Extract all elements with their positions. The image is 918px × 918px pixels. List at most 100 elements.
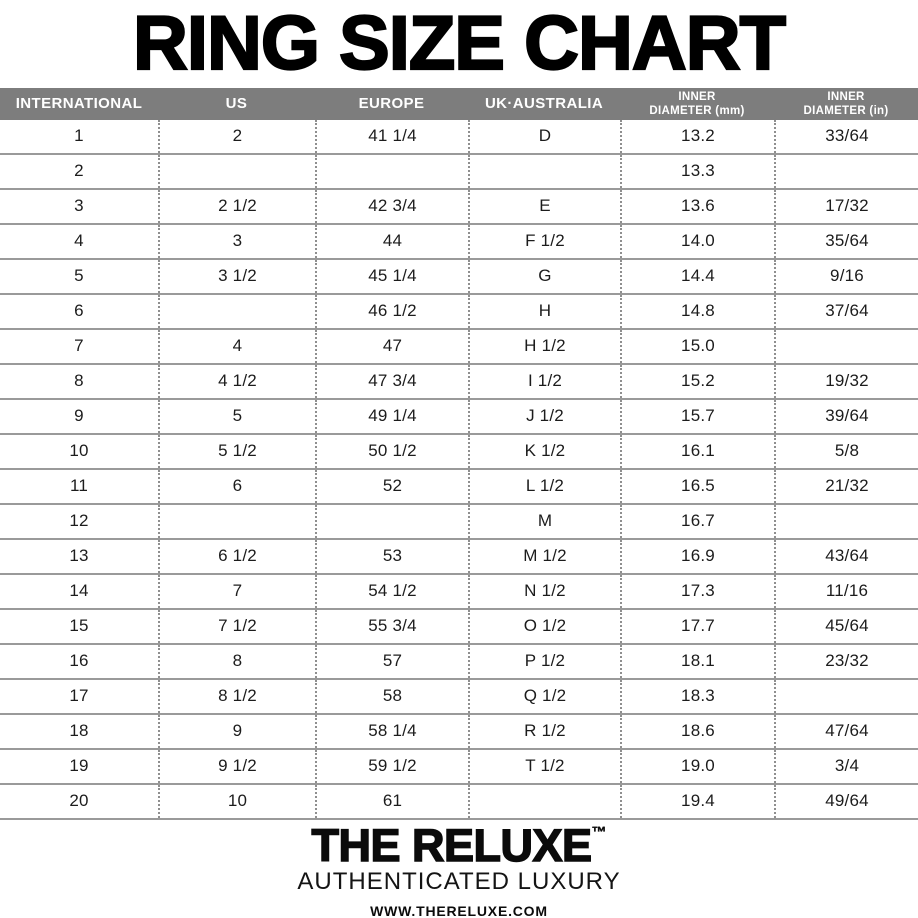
- cell-us: [158, 504, 315, 538]
- cell-inner-diameter-in: 17/32: [774, 189, 918, 223]
- cell-international: 4: [74, 231, 84, 251]
- table-row: 8 4 1/2 47 3/4 I 1/2 15.2 19/32: [0, 364, 918, 400]
- cell-uk-australia: I 1/2: [468, 364, 620, 398]
- cell-inner-diameter-mm: 16.7: [620, 504, 774, 538]
- cell-uk-australia: K 1/2: [468, 434, 620, 468]
- table-header-row: INTERNATIONAL US EUROPE UK·AUSTRALIA INN…: [0, 87, 918, 120]
- cell-europe: 55 3/4: [315, 609, 468, 643]
- cell-us: 9: [158, 714, 315, 748]
- table-row: 19 9 1/2 59 1/2 T 1/2 19.0 3/4: [0, 749, 918, 785]
- table-row: 10 5 1/2 50 1/2 K 1/2 16.1 5/8: [0, 434, 918, 470]
- cell-inner-diameter-in: 45/64: [774, 609, 918, 643]
- cell-uk-australia: [468, 784, 620, 818]
- cell-inner-diameter-in: 47/64: [774, 714, 918, 748]
- table-row: 16 8 57 P 1/2 18.1 23/32: [0, 644, 918, 680]
- table-row: 11 6 52 L 1/2 16.5 21/32: [0, 469, 918, 505]
- cell-uk-australia: P 1/2: [468, 644, 620, 678]
- cell-inner-diameter-mm: 19.4: [620, 784, 774, 818]
- cell-inner-diameter-in: 23/32: [774, 644, 918, 678]
- cell-us: [158, 294, 315, 328]
- table-row: 17 8 1/2 58 Q 1/2 18.3: [0, 679, 918, 715]
- cell-international: 7: [74, 336, 84, 356]
- cell-inner-diameter-mm: 15.2: [620, 364, 774, 398]
- cell-international: 9: [74, 406, 84, 426]
- cell-us: 4: [158, 329, 315, 363]
- cell-inner-diameter-mm: 13.6: [620, 189, 774, 223]
- cell-inner-diameter-in: [774, 679, 918, 713]
- cell-europe: 50 1/2: [315, 434, 468, 468]
- cell-europe: 45 1/4: [315, 259, 468, 293]
- table-row: 2 13.3: [0, 154, 918, 190]
- table-row: 15 7 1/2 55 3/4 O 1/2 17.7 45/64: [0, 609, 918, 645]
- cell-inner-diameter-in: 39/64: [774, 399, 918, 433]
- cell-us: 6 1/2: [158, 539, 315, 573]
- cell-uk-australia: M: [468, 504, 620, 538]
- table-row: 3 2 1/2 42 3/4 E 13.6 17/32: [0, 189, 918, 225]
- table-row: 5 3 1/2 45 1/4 G 14.4 9/16: [0, 259, 918, 295]
- cell-us: 2: [158, 119, 315, 153]
- cell-us: 3: [158, 224, 315, 258]
- cell-uk-australia: H: [468, 294, 620, 328]
- table-row: 12 M 16.7: [0, 504, 918, 540]
- cell-inner-diameter-mm: 19.0: [620, 749, 774, 783]
- cell-inner-diameter-in: 33/64: [774, 119, 918, 153]
- cell-inner-diameter-in: 19/32: [774, 364, 918, 398]
- cell-inner-diameter-mm: 17.7: [620, 609, 774, 643]
- cell-uk-australia: M 1/2: [468, 539, 620, 573]
- cell-inner-diameter-mm: 13.2: [620, 119, 774, 153]
- cell-uk-australia: H 1/2: [468, 329, 620, 363]
- cell-uk-australia: E: [468, 189, 620, 223]
- cell-europe: [315, 504, 468, 538]
- cell-international: 19: [69, 756, 89, 776]
- header-cell-europe: EUROPE: [358, 95, 425, 113]
- header-cell-inner-diameter-in: INNER DIAMETER (in): [803, 90, 889, 117]
- cell-europe: [315, 154, 468, 188]
- cell-uk-australia: O 1/2: [468, 609, 620, 643]
- cell-international: 2: [74, 161, 84, 181]
- table-row: 20 10 61 19.4 49/64: [0, 784, 918, 820]
- cell-us: 3 1/2: [158, 259, 315, 293]
- cell-inner-diameter-mm: 14.4: [620, 259, 774, 293]
- header-cell-inner-diameter-mm: INNER DIAMETER (mm): [649, 90, 745, 117]
- cell-europe: 59 1/2: [315, 749, 468, 783]
- cell-inner-diameter-mm: 18.6: [620, 714, 774, 748]
- cell-europe: 41 1/4: [315, 119, 468, 153]
- cell-europe: 54 1/2: [315, 574, 468, 608]
- cell-europe: 47 3/4: [315, 364, 468, 398]
- table-row: 18 9 58 1/4 R 1/2 18.6 47/64: [0, 714, 918, 750]
- brand-tagline: AUTHENTICATED LUXURY: [297, 867, 621, 895]
- cell-uk-australia: D: [468, 119, 620, 153]
- cell-europe: 44: [315, 224, 468, 258]
- cell-inner-diameter-in: 35/64: [774, 224, 918, 258]
- cell-inner-diameter-in: 5/8: [774, 434, 918, 468]
- cell-europe: 61: [315, 784, 468, 818]
- cell-inner-diameter-in: 3/4: [774, 749, 918, 783]
- cell-inner-diameter-mm: 18.1: [620, 644, 774, 678]
- cell-international: 16: [69, 651, 89, 671]
- cell-europe: 52: [315, 469, 468, 503]
- cell-international: 8: [74, 371, 84, 391]
- cell-inner-diameter-in: [774, 504, 918, 538]
- table-row: 6 46 1/2 H 14.8 37/64: [0, 294, 918, 330]
- cell-inner-diameter-in: 9/16: [774, 259, 918, 293]
- brand-name: THE RELUXE: [311, 819, 593, 871]
- cell-international: 1: [74, 126, 84, 146]
- trademark-symbol: ™: [591, 823, 607, 841]
- table-body: 1 2 41 1/4 D 13.2 33/64 2 13.3 3 2 1/2 4…: [0, 119, 918, 820]
- cell-us: 10: [158, 784, 315, 818]
- brand-wordmark: THE RELUXE™: [0, 819, 918, 871]
- cell-inner-diameter-mm: 16.1: [620, 434, 774, 468]
- cell-europe: 58: [315, 679, 468, 713]
- cell-international: 11: [69, 476, 89, 496]
- cell-uk-australia: [468, 154, 620, 188]
- cell-us: 5: [158, 399, 315, 433]
- cell-europe: 53: [315, 539, 468, 573]
- cell-uk-australia: R 1/2: [468, 714, 620, 748]
- header-cell-us: US: [225, 95, 248, 113]
- cell-international: 17: [69, 686, 89, 706]
- header-cell-uk-australia: UK·AUSTRALIA: [484, 95, 604, 113]
- cell-inner-diameter-mm: 17.3: [620, 574, 774, 608]
- cell-international: 6: [74, 301, 84, 321]
- cell-international: 20: [69, 791, 89, 811]
- cell-inner-diameter-mm: 15.7: [620, 399, 774, 433]
